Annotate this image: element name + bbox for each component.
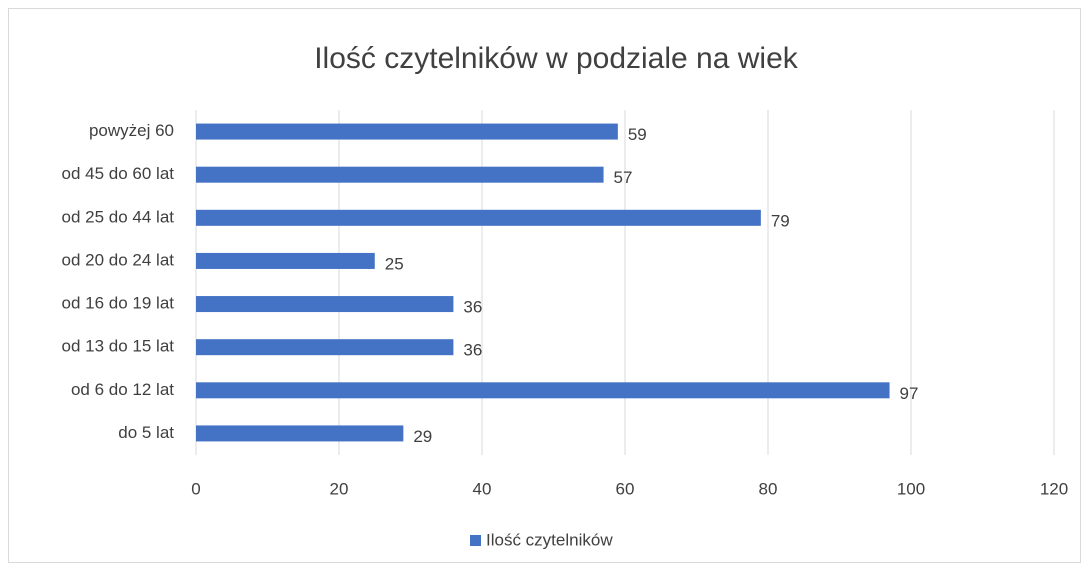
x-tick-label: 60 — [616, 479, 635, 498]
y-tick-label: od 16 do 19 lat — [62, 294, 175, 313]
data-label: 36 — [463, 341, 482, 360]
bar — [196, 296, 454, 313]
y-tick-label: powyżej 60 — [89, 121, 174, 140]
x-tick-label: 20 — [330, 479, 349, 498]
data-label: 29 — [413, 427, 432, 446]
y-tick-label: do 5 lat — [118, 423, 174, 442]
bar — [196, 382, 890, 399]
y-tick-label: od 25 do 44 lat — [62, 207, 175, 226]
bar — [196, 209, 761, 226]
legend-label: Ilość czytelników — [486, 530, 613, 549]
x-tick-label: 40 — [473, 479, 492, 498]
data-label: 57 — [614, 168, 633, 187]
x-tick-label: 120 — [1040, 479, 1068, 498]
x-tick-label: 100 — [897, 479, 925, 498]
x-tick-label: 80 — [759, 479, 778, 498]
data-label: 97 — [900, 384, 919, 403]
chart-border — [8, 8, 1081, 563]
x-tick-label: 0 — [191, 479, 200, 498]
data-label: 25 — [385, 254, 404, 273]
y-tick-label: od 45 do 60 lat — [62, 164, 175, 183]
bar — [196, 252, 375, 269]
data-label: 79 — [771, 211, 790, 230]
bar — [196, 123, 618, 140]
y-tick-label: od 6 do 12 lat — [71, 380, 174, 399]
bar — [196, 425, 404, 442]
bar — [196, 339, 454, 356]
y-tick-label: od 13 do 15 lat — [62, 337, 175, 356]
chart-title: Ilość czytelników w podziale na wiek — [314, 42, 799, 75]
data-label: 59 — [628, 125, 647, 144]
y-tick-label: od 20 do 24 lat — [62, 250, 175, 269]
legend-swatch — [470, 535, 481, 546]
data-label: 36 — [463, 298, 482, 317]
bar — [196, 166, 604, 183]
